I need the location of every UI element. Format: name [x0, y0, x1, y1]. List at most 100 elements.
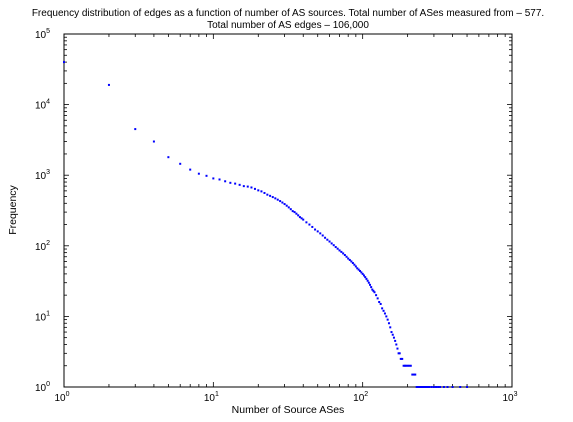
- data-point: [297, 214, 300, 217]
- data-point: [437, 386, 440, 388]
- y-tick-label: 102: [35, 240, 50, 253]
- data-point: [426, 386, 429, 388]
- data-point: [134, 128, 137, 131]
- data-point: [321, 234, 324, 237]
- data-point: [212, 177, 215, 180]
- data-point: [428, 386, 431, 388]
- y-tick-label: 104: [35, 99, 50, 112]
- data-point: [353, 263, 356, 266]
- data-point: [152, 140, 155, 143]
- x-tick-label: 100: [54, 391, 69, 404]
- x-tick-label: 102: [353, 391, 368, 404]
- data-point: [107, 83, 110, 86]
- data-point: [276, 198, 279, 201]
- data-point: [234, 182, 237, 185]
- data-point: [422, 386, 425, 388]
- data-point: [356, 267, 359, 270]
- data-point: [298, 216, 301, 219]
- data-point: [423, 386, 426, 388]
- data-point: [293, 211, 296, 214]
- data-point: [229, 181, 232, 184]
- data-point: [63, 61, 65, 64]
- data-point: [451, 386, 454, 388]
- data-point: [406, 364, 409, 367]
- data-point: [421, 386, 424, 388]
- data-point: [224, 180, 227, 183]
- data-point: [302, 218, 305, 221]
- data-point: [167, 156, 170, 159]
- data-point: [314, 228, 317, 231]
- data-point: [366, 279, 369, 282]
- data-point: [396, 347, 399, 350]
- data-point: [324, 236, 327, 239]
- y-tick-label: 101: [35, 310, 50, 323]
- chart-title-line-1: Frequency distribution of edges as a fun…: [32, 8, 544, 19]
- data-point: [466, 386, 469, 388]
- data-point: [197, 172, 200, 175]
- data-point: [372, 289, 375, 292]
- data-point: [250, 186, 253, 189]
- data-point: [295, 212, 298, 215]
- data-point: [424, 386, 427, 388]
- data-point: [394, 339, 397, 342]
- data-point: [287, 206, 290, 209]
- data-point: [389, 326, 392, 329]
- data-point: [442, 386, 445, 388]
- data-point: [350, 260, 353, 263]
- data-point: [405, 364, 408, 367]
- data-point: [369, 283, 372, 286]
- data-point: [376, 297, 379, 300]
- data-point: [260, 190, 263, 193]
- data-point: [362, 274, 365, 277]
- data-point: [412, 373, 415, 376]
- data-point: [347, 257, 350, 260]
- data-point: [336, 247, 339, 250]
- data-point: [383, 312, 386, 315]
- data-point: [375, 294, 378, 297]
- data-point: [351, 262, 354, 265]
- data-point: [419, 386, 422, 388]
- data-point: [390, 331, 393, 334]
- data-point: [418, 386, 421, 388]
- data-point: [365, 277, 368, 280]
- data-point: [378, 300, 381, 303]
- data-point: [395, 343, 398, 346]
- data-point: [338, 249, 341, 252]
- data-point: [330, 242, 333, 245]
- data-point: [459, 386, 462, 388]
- data-point: [360, 271, 363, 274]
- x-axis-label: Number of Source ASes: [232, 404, 345, 416]
- data-point: [370, 286, 373, 289]
- chart-title-line-2: Total number of AS edges – 106,000: [207, 20, 369, 31]
- data-point: [382, 309, 385, 312]
- y-tick-label: 105: [35, 28, 50, 41]
- data-point: [430, 386, 433, 388]
- plot-area: [63, 33, 513, 388]
- data-point: [364, 276, 367, 279]
- data-point: [311, 225, 314, 228]
- data-point: [242, 185, 245, 188]
- data-point: [409, 364, 412, 367]
- data-point: [386, 318, 389, 321]
- data-point: [348, 258, 351, 261]
- data-point: [359, 269, 362, 272]
- data-point: [253, 187, 256, 190]
- data-point: [391, 333, 394, 336]
- chart-title: Frequency distribution of edges as a fun…: [32, 8, 544, 31]
- data-point: [291, 210, 294, 213]
- data-point: [387, 322, 390, 325]
- x-tick-label: 103: [502, 391, 517, 404]
- data-point: [326, 238, 329, 241]
- data-point: [266, 193, 269, 196]
- data-points: [63, 61, 469, 388]
- data-point: [283, 203, 286, 206]
- y-axis-label: Frequency: [7, 184, 19, 234]
- data-point: [357, 268, 360, 271]
- data-point: [343, 254, 346, 257]
- data-point: [354, 265, 357, 268]
- x-tick-label: 101: [204, 391, 219, 404]
- data-point: [319, 232, 322, 235]
- data-point: [300, 217, 303, 220]
- data-point: [361, 272, 364, 275]
